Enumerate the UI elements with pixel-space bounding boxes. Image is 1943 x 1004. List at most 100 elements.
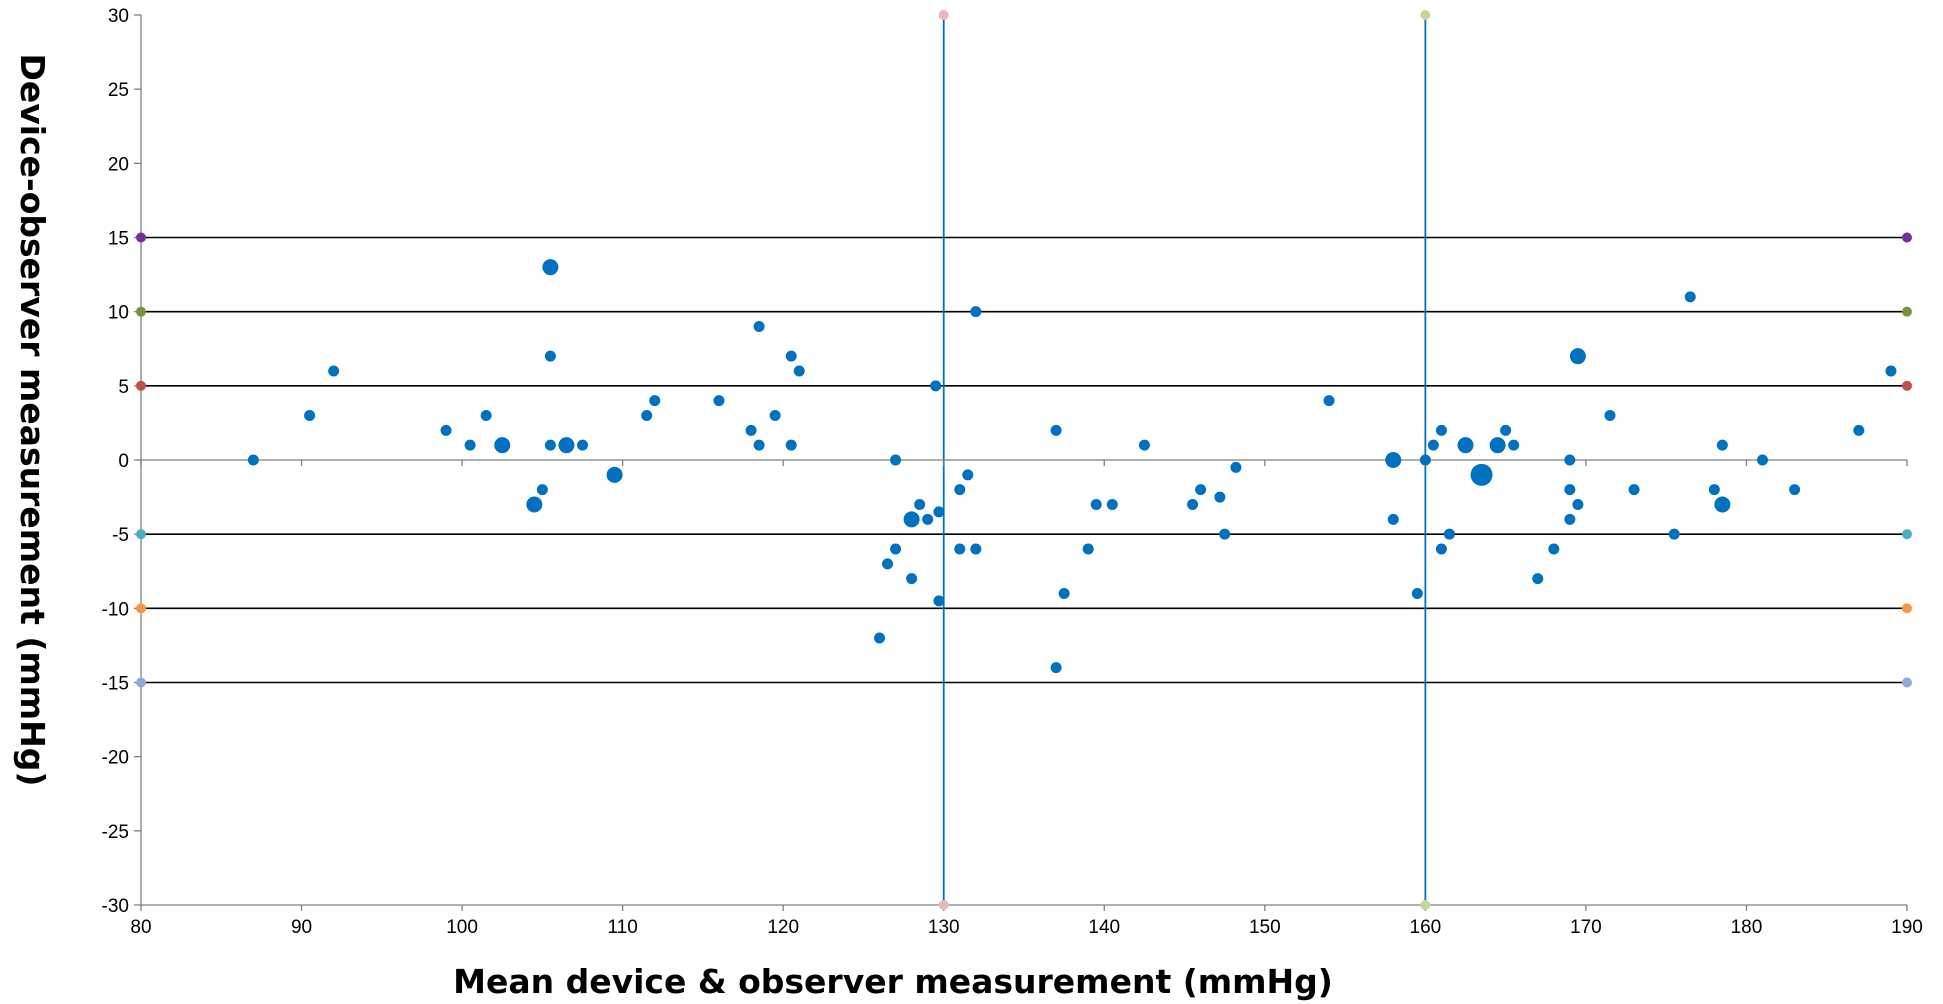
data-point: [1714, 496, 1731, 513]
line-end-marker: [136, 380, 146, 391]
data-point: [1789, 484, 1801, 496]
data-point: [1323, 395, 1335, 407]
data-point: [785, 350, 797, 362]
data-point: [933, 506, 945, 518]
data-points: [247, 259, 1897, 674]
y-tick-label: -10: [102, 599, 129, 620]
data-point: [526, 496, 543, 513]
x-tick-label: 100: [446, 917, 478, 938]
data-point: [1435, 543, 1447, 555]
data-point: [542, 259, 559, 276]
data-point: [962, 469, 974, 481]
data-point: [1628, 484, 1640, 496]
y-tick-label: -5: [112, 525, 129, 546]
line-end-marker: [136, 306, 146, 317]
data-point: [649, 395, 661, 407]
data-point: [1187, 499, 1199, 510]
data-point: [890, 454, 902, 466]
data-point: [1489, 437, 1506, 454]
data-point: [1214, 491, 1226, 503]
data-point: [1470, 463, 1493, 486]
data-point: [890, 543, 902, 555]
line-end-marker: [136, 529, 146, 540]
x-axis-title: Mean device & observer measurement (mmHg…: [453, 962, 1333, 1001]
data-point: [906, 573, 918, 585]
y-tick-label: -25: [102, 822, 129, 843]
data-point: [247, 454, 259, 466]
data-point: [1564, 484, 1576, 496]
data-point: [1885, 365, 1897, 377]
data-point: [1082, 543, 1094, 555]
data-point: [1050, 424, 1062, 436]
data-point: [464, 439, 476, 451]
data-point: [1138, 439, 1150, 451]
x-tick-label: 180: [1731, 917, 1763, 938]
data-point: [1058, 588, 1070, 599]
line-end-marker: [938, 10, 949, 20]
x-tick-label: 160: [1410, 917, 1442, 938]
data-point: [1500, 424, 1512, 436]
x-tick-label: 150: [1249, 917, 1281, 938]
line-end-marker: [1902, 603, 1912, 614]
y-tick-label: -30: [102, 896, 129, 917]
x-tick-label: 140: [1088, 917, 1120, 938]
data-point: [1716, 439, 1728, 451]
data-point: [1106, 499, 1118, 510]
data-point: [1564, 454, 1576, 466]
data-point: [1219, 528, 1231, 540]
x-tick-label: 190: [1891, 917, 1923, 938]
x-tick-label: 90: [291, 917, 312, 938]
data-point: [922, 513, 934, 525]
data-point: [970, 543, 982, 555]
data-point: [328, 365, 340, 377]
data-point: [914, 499, 926, 510]
y-tick-label: -20: [102, 748, 129, 769]
data-point: [1090, 499, 1102, 510]
y-tick-label: 5: [118, 377, 129, 398]
x-tick-label: 110: [607, 917, 637, 938]
y-tick-label: 20: [108, 154, 129, 175]
x-tick-label: 130: [928, 917, 960, 938]
data-point: [494, 437, 511, 454]
data-point: [1385, 452, 1402, 468]
data-point: [1195, 484, 1207, 496]
line-end-marker: [1420, 10, 1431, 20]
data-point: [641, 410, 653, 421]
data-point: [1684, 291, 1696, 303]
data-point: [1532, 573, 1544, 585]
data-point: [930, 380, 942, 392]
x-tick-label: 80: [130, 917, 151, 938]
x-tick-label: 120: [767, 917, 799, 938]
data-point: [1230, 461, 1242, 473]
y-tick-label: 0: [118, 451, 129, 472]
y-tick-label: 15: [108, 229, 129, 250]
data-point: [1508, 439, 1520, 451]
data-point: [954, 484, 966, 496]
data-point: [558, 437, 575, 454]
data-point: [536, 484, 548, 496]
data-point: [882, 558, 894, 570]
line-end-marker: [136, 232, 146, 243]
data-point: [1604, 410, 1616, 421]
data-point: [874, 632, 886, 644]
data-point: [753, 321, 765, 332]
data-point: [753, 439, 765, 451]
data-point: [304, 410, 316, 421]
data-point: [1708, 484, 1720, 496]
y-axis-title: Device-observer measurement (mmHg): [13, 53, 52, 786]
data-point: [544, 439, 556, 451]
axes: [134, 14, 1908, 911]
line-end-marker: [1420, 900, 1431, 910]
data-point: [606, 466, 623, 483]
x-tick-label: 170: [1570, 917, 1602, 938]
data-point: [440, 424, 452, 436]
line-end-marker: [1902, 306, 1912, 317]
line-end-marker: [136, 603, 146, 614]
data-point: [544, 350, 556, 362]
data-point: [1419, 454, 1431, 466]
data-point: [1572, 499, 1584, 510]
data-point: [769, 410, 781, 421]
y-tick-label: 10: [108, 303, 129, 324]
